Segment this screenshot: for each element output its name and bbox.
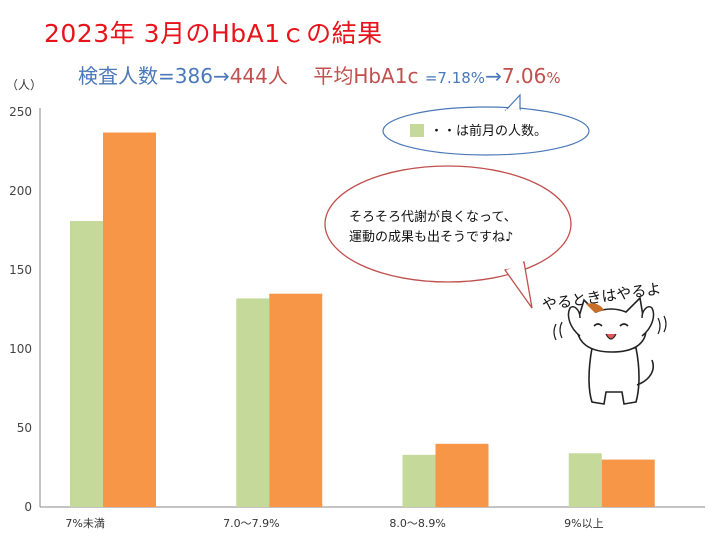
average-current: 7.06 — [501, 64, 547, 88]
bar-current-3 — [601, 459, 655, 507]
speech-ellipse — [324, 165, 572, 283]
x-category-label: 8.0〜8.9% — [389, 517, 445, 530]
note-pointer — [504, 93, 521, 111]
count-label: 検査人数 — [78, 64, 158, 88]
cat-mouth — [605, 333, 617, 340]
cat-tail — [636, 359, 654, 386]
y-tick-label: 200 — [9, 184, 32, 198]
bar-previous-3 — [568, 453, 602, 507]
cat-arm-left — [567, 306, 581, 337]
average-previous: =7.18% — [424, 69, 486, 87]
arrow: → — [485, 64, 502, 88]
cat-patch — [586, 303, 604, 313]
speech-line-2: 運動の成果も出そうですね♪ — [349, 230, 513, 245]
speech-line-1: そろそろ代謝が良くなって、 — [349, 209, 517, 225]
category-labels: 7%未満 7.0〜7.9% 8.0〜8.9% 9%以上 — [65, 517, 603, 530]
y-tick-label: 250 — [9, 105, 32, 119]
cat-arm-right — [641, 306, 655, 337]
x-category-label: 7.0〜7.9% — [223, 517, 279, 530]
y-tick-label: 50 — [17, 421, 32, 435]
cat-head — [576, 296, 647, 353]
legend-swatch-previous — [410, 124, 424, 137]
y-tick-label: 150 — [9, 263, 32, 277]
cat-eye-left — [593, 323, 603, 327]
x-category-label: 7%未満 — [65, 517, 104, 530]
summary-line: 検査人数=386→444人 平均HbA1c =7.18%→7.06% — [78, 60, 561, 89]
cat-eye-right — [619, 323, 629, 327]
count-current: 444人 — [229, 64, 288, 88]
note-ellipse — [382, 106, 590, 156]
y-axis-unit: （人） — [6, 78, 43, 92]
arrow: → — [212, 64, 230, 88]
y-tick-label: 0 — [24, 500, 32, 514]
y-tick-label: 100 — [9, 342, 32, 356]
legend-note-bubble: ・・は前月の人数。 — [382, 93, 590, 156]
y-ticks: 0 50 100 150 200 250 — [9, 105, 32, 514]
cat-body — [588, 347, 640, 405]
bar-current-2 — [435, 443, 489, 507]
bar-previous-1 — [236, 298, 270, 507]
bar-previous-0 — [70, 221, 103, 507]
x-category-label: 9%以上 — [564, 517, 603, 530]
bars — [70, 132, 655, 508]
percent-sign: % — [546, 69, 561, 87]
page-title: 2023年 3月のHbA1ｃの結果 — [44, 19, 383, 48]
speech-pointer — [504, 261, 533, 309]
bar-current-1 — [269, 293, 323, 507]
count-previous: =386 — [158, 64, 213, 88]
speech-bubble: そろそろ代謝が良くなって、 運動の成果も出そうですね♪ — [324, 165, 572, 309]
average-label: 平均HbA1c — [313, 64, 419, 88]
bar-current-0 — [103, 132, 156, 508]
cat-illustration: やるときはやるよ — [541, 279, 667, 405]
bar-previous-2 — [402, 454, 436, 507]
legend-note-text: ・・は前月の人数。 — [430, 123, 547, 139]
